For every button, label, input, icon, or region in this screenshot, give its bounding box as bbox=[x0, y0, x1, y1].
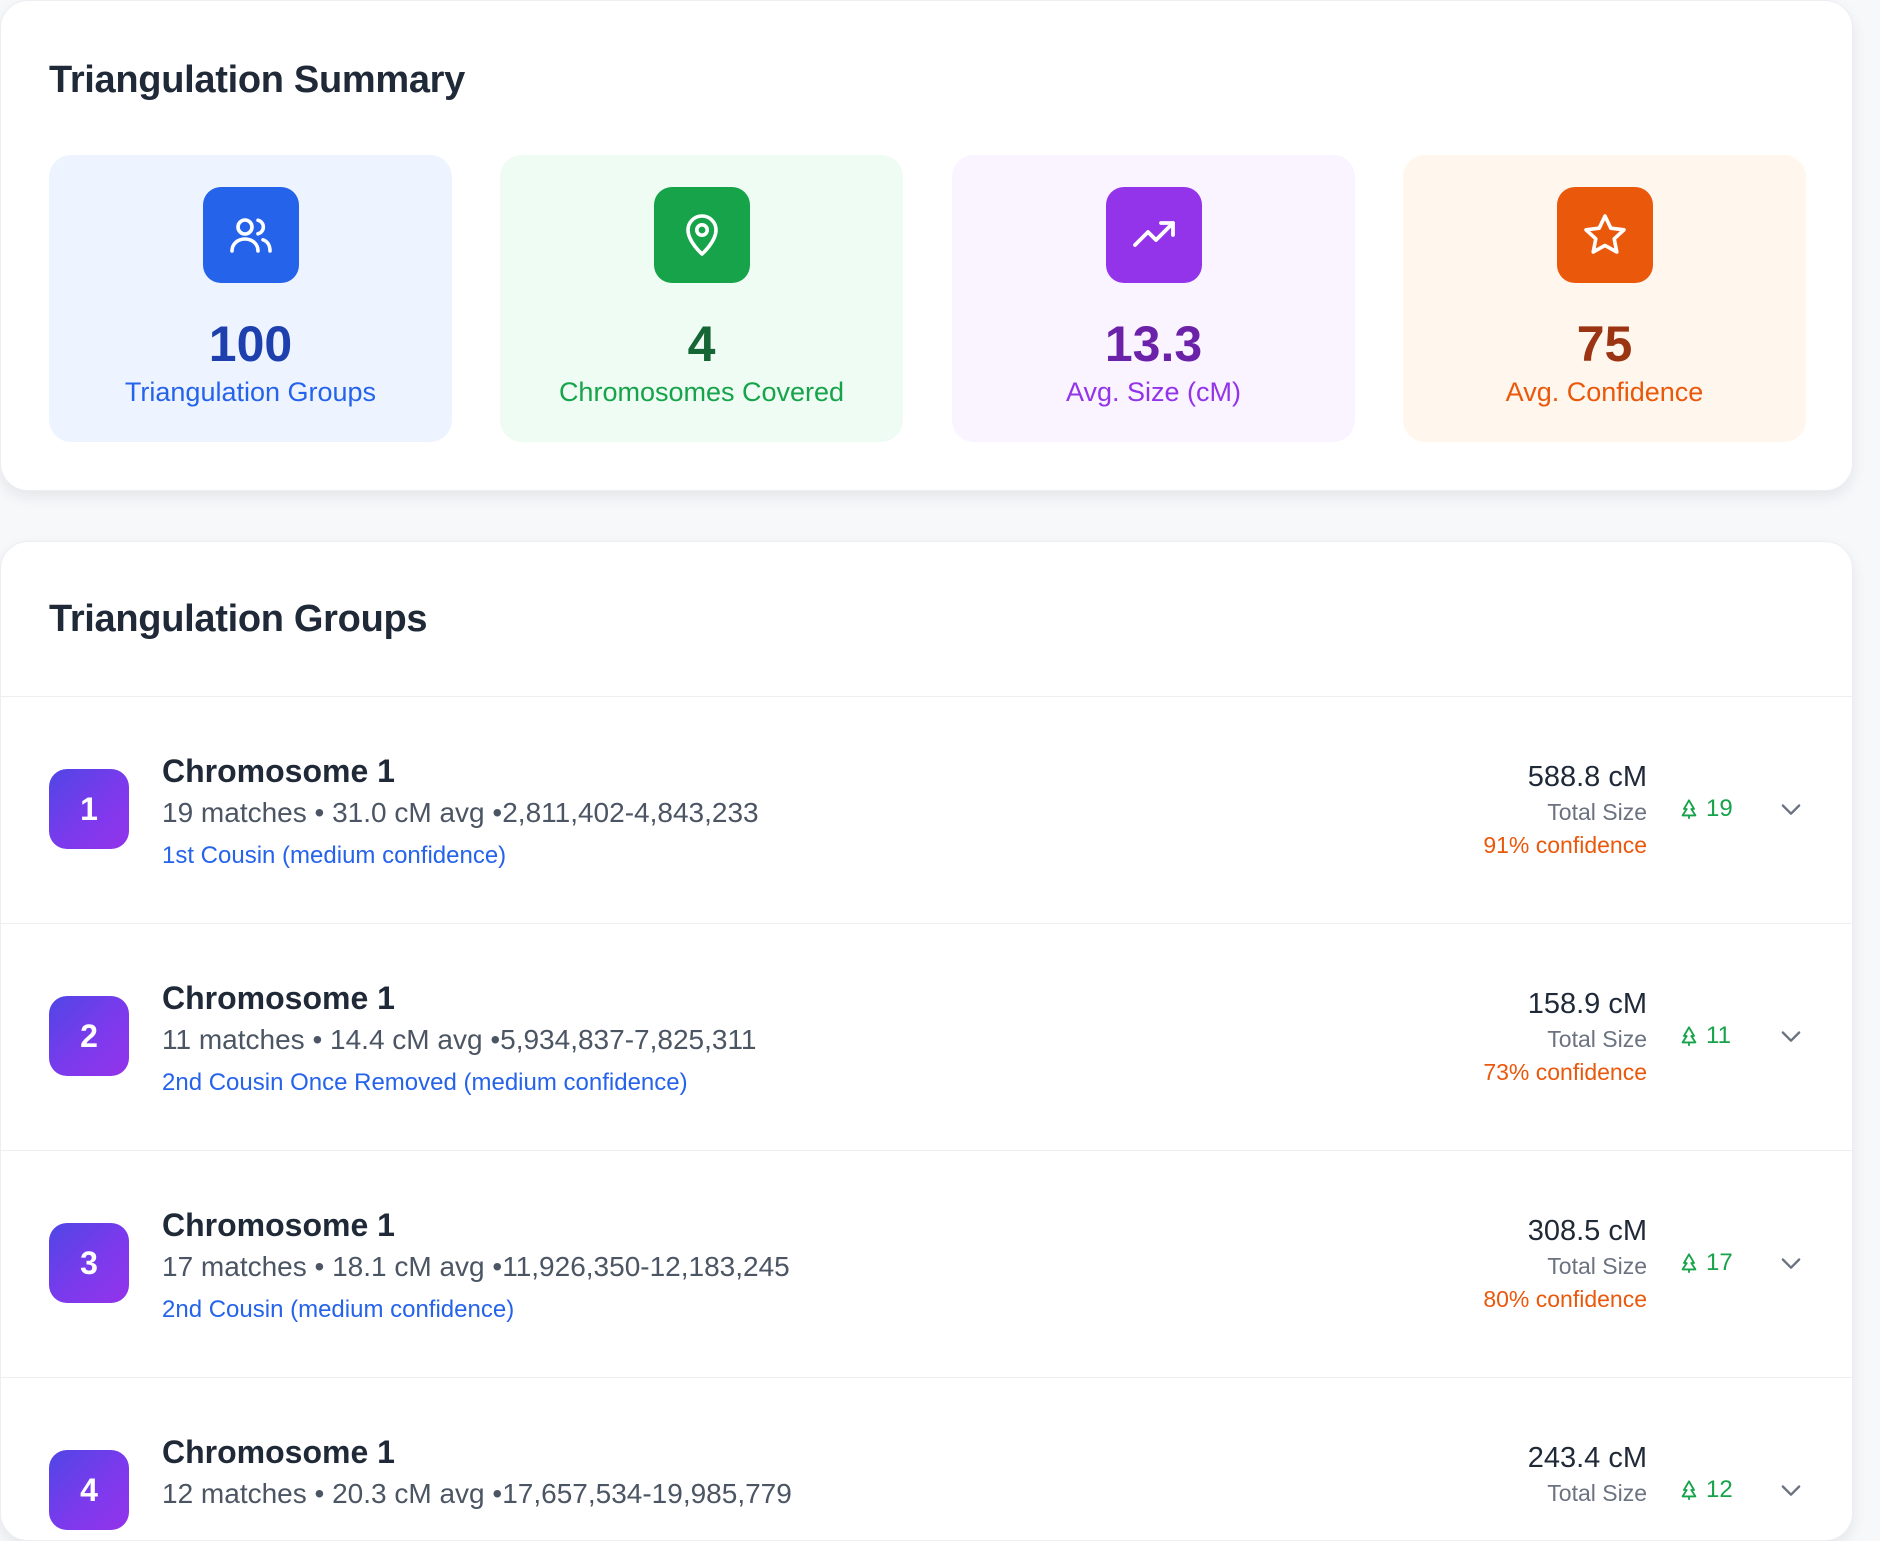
star-icon bbox=[1556, 187, 1653, 283]
group-total-size: 243.4 cM bbox=[1527, 1442, 1647, 1474]
group-row[interactable]: 2 Chromosome 1 11 matches • 14.4 cM avg … bbox=[1, 924, 1852, 1150]
stat-avg-confidence: 75 Avg. Confidence bbox=[1403, 155, 1806, 442]
triangulation-groups-card: Triangulation Groups 1 Chromosome 1 19 m… bbox=[0, 541, 1853, 1541]
group-row[interactable]: 3 Chromosome 1 17 matches • 18.1 cM avg … bbox=[1, 1151, 1852, 1377]
group-total-size: 588.8 cM bbox=[1527, 761, 1647, 793]
group-total-size: 308.5 cM bbox=[1527, 1215, 1647, 1247]
group-match-count: 19 bbox=[1678, 795, 1733, 823]
group-meta: 12 matches • 20.3 cM avg •17,657,534-19,… bbox=[162, 1478, 792, 1509]
group-confidence: 80% confidence bbox=[1483, 1286, 1647, 1312]
group-confidence: 91% confidence bbox=[1483, 832, 1647, 858]
stat-avg-size: 13.3 Avg. Size (cM) bbox=[952, 155, 1355, 442]
group-total-size-label: Total Size bbox=[1547, 1026, 1647, 1052]
group-summary: 588.8 cM Total Size 91% confidence bbox=[1483, 759, 1647, 861]
group-match-count: 12 bbox=[1678, 1476, 1733, 1504]
group-index-badge: 2 bbox=[49, 996, 129, 1076]
group-row[interactable]: 4 Chromosome 1 12 matches • 20.3 cM avg … bbox=[1, 1378, 1852, 1540]
group-meta: 11 matches • 14.4 cM avg •5,934,837-7,82… bbox=[162, 1024, 757, 1055]
group-total-size-label: Total Size bbox=[1547, 799, 1647, 825]
stat-value: 75 bbox=[1576, 316, 1633, 372]
group-match-count-value: 11 bbox=[1706, 1022, 1731, 1049]
groups-title: Triangulation Groups bbox=[49, 598, 428, 640]
divider bbox=[1, 1377, 1852, 1378]
tree-icon bbox=[1681, 1026, 1697, 1047]
group-match-count: 11 bbox=[1678, 1022, 1731, 1050]
group-relationship: 2nd Cousin Once Removed (medium confiden… bbox=[162, 1069, 688, 1096]
group-title: Chromosome 1 bbox=[162, 1207, 395, 1243]
users-icon bbox=[202, 187, 299, 283]
chevron-down-icon[interactable] bbox=[1777, 1022, 1805, 1050]
stat-label: Avg. Size (cM) bbox=[1065, 377, 1242, 407]
tree-icon bbox=[1681, 799, 1697, 820]
group-index-badge: 1 bbox=[49, 769, 129, 849]
group-match-count-value: 17 bbox=[1706, 1249, 1733, 1276]
summary-title: Triangulation Summary bbox=[49, 59, 466, 101]
group-index-badge: 4 bbox=[49, 1450, 129, 1530]
group-title: Chromosome 1 bbox=[162, 980, 395, 1016]
stat-value: 13.3 bbox=[1104, 316, 1203, 372]
group-match-count-value: 19 bbox=[1706, 795, 1733, 822]
group-meta: 17 matches • 18.1 cM avg •11,926,350-12,… bbox=[162, 1251, 790, 1282]
group-title: Chromosome 1 bbox=[162, 753, 395, 789]
stat-triangulation-groups: 100 Triangulation Groups bbox=[49, 155, 452, 442]
stat-label: Chromosomes Covered bbox=[558, 377, 845, 407]
group-index-badge: 3 bbox=[49, 1223, 129, 1303]
tree-icon bbox=[1681, 1253, 1697, 1274]
stat-label: Triangulation Groups bbox=[124, 377, 377, 407]
group-total-size-label: Total Size bbox=[1547, 1253, 1647, 1279]
stat-value: 4 bbox=[687, 316, 716, 372]
group-title: Chromosome 1 bbox=[162, 1434, 395, 1470]
summary-stats: 100 Triangulation Groups 4 Chromosomes C… bbox=[49, 155, 1806, 442]
group-relationship: 1st Cousin (medium confidence) bbox=[162, 842, 507, 869]
stat-value: 100 bbox=[208, 316, 293, 372]
trending-up-icon bbox=[1105, 187, 1202, 283]
group-summary: 308.5 cM Total Size 80% confidence bbox=[1483, 1213, 1647, 1315]
chevron-down-icon[interactable] bbox=[1777, 1476, 1805, 1504]
divider bbox=[1, 696, 1852, 697]
tree-icon bbox=[1681, 1480, 1697, 1501]
group-row[interactable]: 1 Chromosome 1 19 matches • 31.0 cM avg … bbox=[1, 697, 1852, 923]
chevron-down-icon[interactable] bbox=[1777, 1249, 1805, 1277]
group-total-size-label: Total Size bbox=[1547, 1480, 1647, 1506]
divider bbox=[1, 923, 1852, 924]
group-summary: 243.4 cM Total Size bbox=[1528, 1440, 1647, 1510]
group-total-size: 158.9 cM bbox=[1527, 988, 1647, 1020]
group-match-count: 17 bbox=[1678, 1249, 1733, 1277]
chevron-down-icon[interactable] bbox=[1777, 795, 1805, 823]
stat-chromosomes-covered: 4 Chromosomes Covered bbox=[500, 155, 903, 442]
group-meta: 19 matches • 31.0 cM avg •2,811,402-4,84… bbox=[162, 797, 759, 828]
group-relationship: 2nd Cousin (medium confidence) bbox=[162, 1296, 515, 1323]
group-confidence: 73% confidence bbox=[1483, 1059, 1647, 1085]
triangulation-summary-card: Triangulation Summary 100 Triangulation … bbox=[0, 0, 1853, 491]
divider bbox=[1, 1150, 1852, 1151]
stat-label: Avg. Confidence bbox=[1505, 377, 1704, 407]
map-pin-icon bbox=[653, 187, 750, 283]
group-match-count-value: 12 bbox=[1706, 1476, 1733, 1503]
group-summary: 158.9 cM Total Size 73% confidence bbox=[1483, 986, 1647, 1088]
